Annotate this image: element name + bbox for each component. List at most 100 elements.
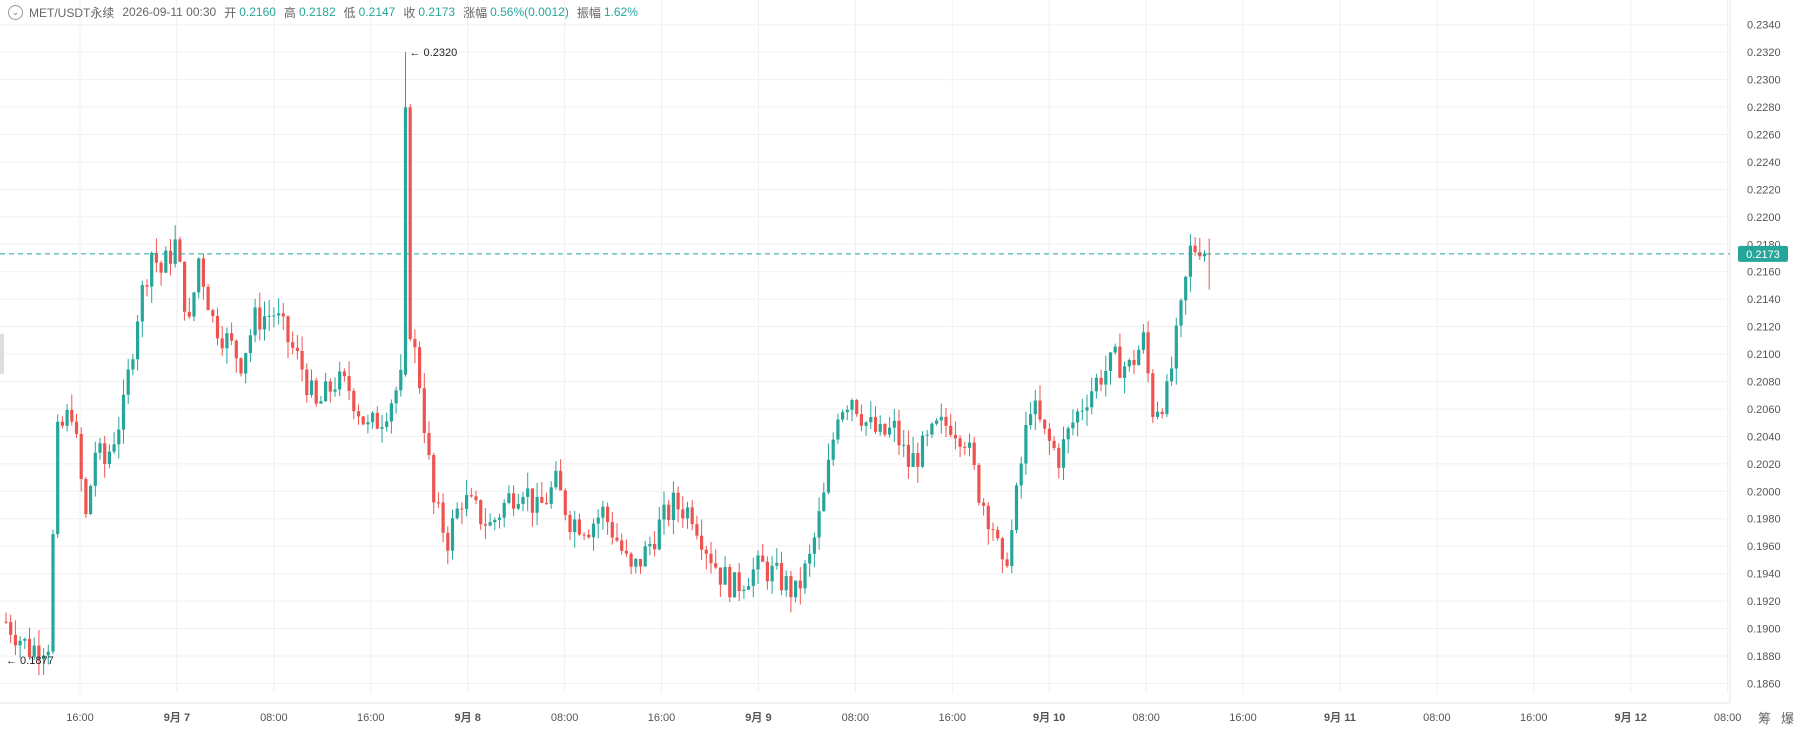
candle-up [121, 394, 126, 430]
x-tick-label: 16:00 [1229, 712, 1257, 724]
candle-up [32, 645, 36, 658]
liquidation-button[interactable]: 爆 [1780, 711, 1794, 726]
candle-down [230, 333, 234, 341]
candle-up [389, 403, 393, 422]
x-tick-label: 9月 10 [1033, 711, 1065, 724]
x-tick-label: 16:00 [66, 712, 94, 724]
candle-down [624, 550, 628, 554]
x-tick-label: 08:00 [551, 712, 579, 724]
candle-up [643, 546, 647, 567]
candle-up [836, 419, 840, 440]
candle-up [1127, 360, 1131, 367]
candle-down [418, 347, 422, 389]
candle-down [1052, 440, 1056, 449]
candle-down [512, 493, 516, 509]
candle-down [183, 261, 187, 312]
candle-up [794, 580, 798, 598]
candle-up [671, 492, 675, 521]
y-tick-label: 0.2320 [1747, 47, 1781, 59]
candle-up [150, 252, 154, 287]
candle-down [1146, 332, 1150, 374]
chip-distribution-button[interactable]: 筹 [1757, 711, 1771, 726]
candle-down [610, 522, 614, 538]
candle-up [23, 638, 27, 641]
candle-down [1005, 559, 1009, 567]
y-tick-label: 0.2220 [1747, 184, 1781, 196]
candle-down [709, 553, 713, 564]
candle-up [784, 576, 788, 591]
candle-down [761, 555, 765, 562]
candle-down [168, 250, 173, 264]
candle-up [309, 380, 314, 396]
scroll-handle[interactable] [0, 334, 4, 374]
candle-down [1193, 245, 1197, 253]
x-tick-label: 08:00 [1132, 712, 1160, 724]
y-tick-label: 0.1940 [1747, 569, 1781, 581]
candle-down [563, 490, 567, 515]
candle-up [140, 285, 144, 322]
candle-up [1113, 346, 1117, 353]
x-tick-label: 9月 11 [1324, 711, 1356, 724]
candle-up [878, 424, 882, 432]
candle-down [568, 514, 572, 533]
candle-down [700, 535, 704, 550]
y-tick-label: 0.1980 [1747, 514, 1781, 526]
candle-down [215, 315, 220, 339]
candle-up [770, 565, 774, 582]
candle-up [549, 487, 553, 504]
candle-down [305, 369, 309, 396]
candle-down [154, 252, 158, 263]
candle-up [1123, 366, 1127, 378]
candle-up [648, 543, 652, 547]
candle-down [145, 285, 149, 287]
y-tick-label: 0.2200 [1747, 212, 1781, 224]
candle-down [74, 421, 79, 434]
candle-down [737, 572, 741, 592]
candle-up [65, 409, 69, 426]
ohlc-info-bar: ⌄ MET/USDT永续 2026-09-11 00:30 开 0.2160 高… [8, 3, 646, 21]
candle-down [436, 502, 440, 504]
candle-up [1014, 485, 1019, 531]
candle-down [187, 311, 191, 317]
candle-down [855, 400, 859, 415]
candle-up [596, 517, 600, 524]
high-label: 高 [283, 5, 296, 20]
candle-up [18, 640, 22, 646]
candle-up [1080, 410, 1084, 412]
candle-up [864, 422, 868, 426]
candle-up [173, 239, 177, 264]
candle-up [488, 522, 492, 526]
y-tick-label: 0.1880 [1747, 651, 1781, 663]
candle-down [408, 107, 412, 340]
candle-down [314, 380, 318, 404]
x-tick-label: 08:00 [1714, 712, 1742, 724]
candle-down [906, 444, 910, 467]
candle-up [455, 508, 459, 519]
candle-up [756, 555, 760, 570]
candle-down [70, 409, 74, 422]
chevron-down-icon[interactable]: ⌄ [8, 4, 23, 20]
change-value: 0.56%(0.0012) [490, 5, 569, 19]
candle-up [1076, 411, 1080, 423]
y-tick-label: 0.2140 [1747, 294, 1781, 306]
candle-down [375, 412, 379, 429]
candle-up [1090, 391, 1094, 408]
candle-up [107, 451, 111, 464]
y-tick-label: 0.2240 [1747, 157, 1781, 169]
candle-up [98, 443, 102, 453]
candle-up [939, 416, 943, 421]
y-tick-label: 0.2100 [1747, 349, 1781, 361]
candle-down [4, 621, 8, 623]
x-tick-label: 08:00 [1423, 712, 1451, 724]
candle-down [963, 446, 967, 448]
x-tick-label: 9月 9 [745, 711, 771, 724]
candle-down [615, 537, 619, 541]
y-tick-label: 0.2300 [1747, 75, 1781, 87]
candle-down [1118, 346, 1122, 378]
candle-up [662, 504, 666, 520]
candle-up [1029, 414, 1033, 426]
candle-down [347, 376, 351, 391]
candle-down [873, 416, 878, 432]
candle-up [262, 316, 267, 330]
